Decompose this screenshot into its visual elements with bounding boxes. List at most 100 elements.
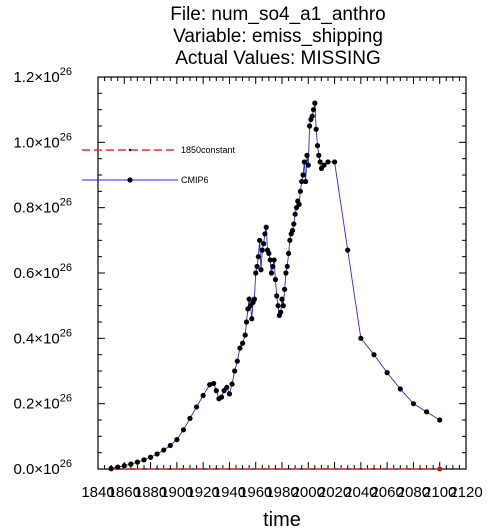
data-point xyxy=(316,152,322,158)
data-point xyxy=(267,257,273,263)
y-tick-label: 1.0×1026 xyxy=(13,131,72,151)
x-axis-label: time xyxy=(263,509,301,530)
data-point xyxy=(211,380,217,387)
data-point xyxy=(345,247,351,253)
data-point xyxy=(234,358,240,364)
x-tick-label: 1860 xyxy=(108,484,141,501)
data-point xyxy=(266,250,272,256)
data-point xyxy=(141,457,147,463)
x-tick-label: 1920 xyxy=(186,484,219,501)
data-point xyxy=(193,404,200,410)
data-point xyxy=(270,263,276,270)
data-point xyxy=(167,442,173,449)
chart-title: File: num_so4_a1_anthro Variable: emiss_… xyxy=(170,4,385,69)
y-tick-label: 0.0×1026 xyxy=(13,458,72,478)
y-tick-label: 0.6×1026 xyxy=(13,262,72,282)
data-point xyxy=(275,303,281,309)
data-point xyxy=(410,401,417,407)
x-tick-label: 2060 xyxy=(370,484,403,501)
data-point xyxy=(218,394,225,400)
x-tick-label: 2080 xyxy=(397,484,430,501)
data-point xyxy=(317,159,323,165)
data-point xyxy=(174,437,180,443)
data-point xyxy=(271,257,277,263)
data-point xyxy=(300,172,306,178)
data-point xyxy=(310,107,317,113)
data-point xyxy=(229,381,235,387)
data-point xyxy=(397,386,403,392)
data-point xyxy=(246,296,252,302)
legend-label: CMIP6 xyxy=(181,175,209,185)
y-tick-label: 0.4×1026 xyxy=(13,327,72,347)
data-point xyxy=(274,293,280,299)
data-point xyxy=(423,409,430,415)
data-point xyxy=(303,178,309,185)
data-point xyxy=(115,464,121,470)
y-tick-label: 0.2×1026 xyxy=(13,393,72,413)
data-point xyxy=(254,263,260,270)
x-tick-label: 1880 xyxy=(134,484,167,501)
data-point xyxy=(154,451,160,457)
data-point xyxy=(263,224,269,230)
data-point xyxy=(307,123,313,129)
x-tick-label: 2100 xyxy=(423,484,456,501)
data-point xyxy=(325,159,331,165)
title-line-1: File: num_so4_a1_anthro xyxy=(170,4,385,25)
data-point xyxy=(309,113,315,119)
data-point xyxy=(200,392,206,399)
data-point xyxy=(128,461,134,467)
data-point xyxy=(371,352,377,358)
data-point xyxy=(283,270,289,276)
series-line xyxy=(111,103,440,469)
series-layer xyxy=(108,100,443,472)
legend-label: 1850constant xyxy=(181,145,236,155)
data-point xyxy=(261,241,267,247)
data-point xyxy=(134,459,141,465)
title-line-2: Variable: emiss_shipping xyxy=(173,26,383,47)
data-point xyxy=(289,227,296,234)
plot-frame xyxy=(97,76,467,470)
data-point xyxy=(437,466,443,472)
x-tick-label: 2040 xyxy=(344,484,377,501)
x-tick-label: 2020 xyxy=(318,484,351,501)
x-tick-label: 1980 xyxy=(265,484,298,501)
data-point xyxy=(147,454,154,460)
data-point xyxy=(296,201,302,207)
x-tick-label: 1960 xyxy=(239,484,272,501)
data-point xyxy=(255,254,261,260)
data-point xyxy=(297,188,303,194)
data-point xyxy=(312,100,318,106)
data-point xyxy=(237,345,243,351)
series-CMIP6 xyxy=(108,100,443,471)
data-point xyxy=(253,270,259,276)
data-point xyxy=(279,296,285,302)
data-point xyxy=(437,417,443,423)
data-point xyxy=(243,319,250,325)
data-point xyxy=(239,340,246,346)
data-point xyxy=(291,221,297,227)
x-axis: 1840186018801900192019401960198020002020… xyxy=(81,77,483,501)
data-point xyxy=(180,427,187,433)
data-point xyxy=(249,316,255,322)
x-tick-label: 1940 xyxy=(213,484,246,501)
data-point xyxy=(301,159,307,165)
data-point xyxy=(313,126,319,132)
data-point xyxy=(282,286,288,292)
data-point xyxy=(207,382,213,388)
data-point xyxy=(224,384,230,390)
data-point xyxy=(257,237,263,243)
y-axis: 0.0×1026 0.2×1026 0.4×1026 0.6×1026 0.8×1026… xyxy=(13,66,466,478)
title-line-3: Actual Values: MISSING xyxy=(175,48,381,69)
data-point xyxy=(314,143,321,149)
data-point xyxy=(187,415,193,421)
y-tick-label: 1.2×1026 xyxy=(13,66,72,86)
data-point xyxy=(161,447,167,453)
data-point xyxy=(213,388,219,394)
data-point xyxy=(299,178,305,185)
data-point xyxy=(262,231,268,237)
data-point xyxy=(242,332,248,338)
x-tick-label: 2120 xyxy=(449,484,482,501)
data-point xyxy=(384,370,390,376)
data-point xyxy=(284,263,290,270)
